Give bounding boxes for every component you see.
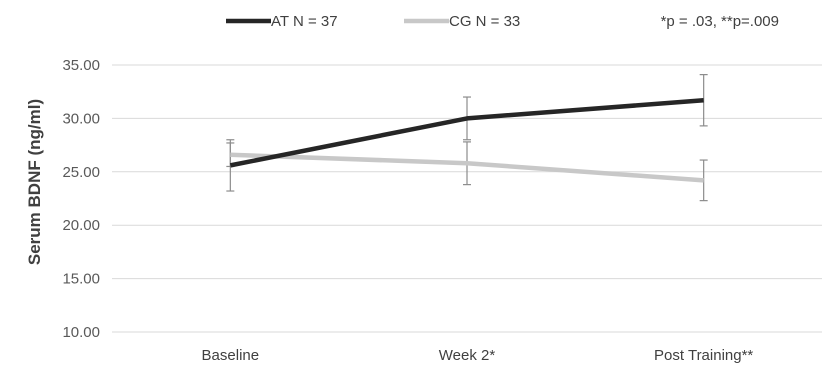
x-tick-label: Post Training** [654, 347, 753, 364]
y-tick-labels: 10.00 15.00 20.00 25.00 30.00 35.00 [62, 57, 100, 341]
y-tick-label: 30.00 [62, 110, 100, 127]
legend-label: CG N = 33 [449, 13, 520, 30]
series-line-cg [230, 152, 704, 183]
significance-annotation: *p = .03, **p=.009 [661, 13, 779, 30]
y-tick-label: 10.00 [62, 324, 100, 341]
x-tick-labels: Baseline Week 2* Post Training** [202, 347, 754, 364]
legend-label: AT N = 37 [271, 13, 338, 30]
x-tick-label: Week 2* [439, 347, 496, 364]
legend: AT N = 37 CG N = 33 [226, 13, 520, 30]
y-tick-label: 15.00 [62, 271, 100, 288]
error-bars [226, 74, 708, 202]
series-lines [229, 98, 704, 183]
y-axis-label: Serum BDNF (ng/ml) [25, 99, 44, 265]
x-tick-label: Baseline [202, 347, 260, 364]
y-tick-label: 20.00 [62, 217, 100, 234]
y-tick-label: 35.00 [62, 57, 100, 74]
y-tick-label: 25.00 [62, 164, 100, 181]
series-line-at [229, 98, 704, 168]
